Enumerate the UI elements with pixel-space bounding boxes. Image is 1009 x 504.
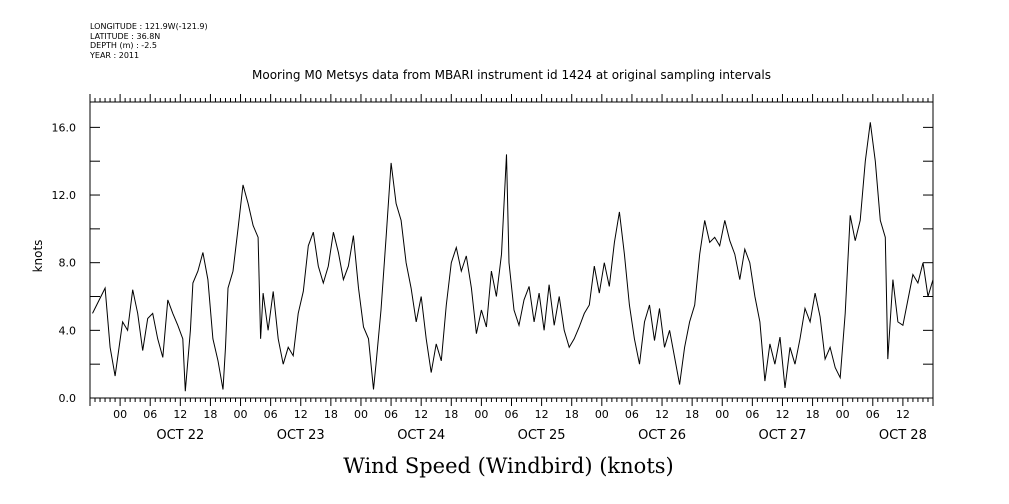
x-hour-label: 12 (414, 408, 428, 421)
x-hour-label: 12 (896, 408, 910, 421)
tick-labels: 0.0 4.0 8.0 12.0 16.0 00 06 12 18 00 06 12 18 00 06 12 1… (52, 121, 927, 443)
ticks (89, 94, 934, 406)
y-tick-label: 16.0 (52, 121, 77, 134)
metadata-block: LONGITUDE : 121.9W(-121.9) LATITUDE : 36… (90, 22, 208, 60)
x-day-label: OCT 22 (156, 428, 204, 443)
x-hour-label: 00 (234, 408, 248, 421)
y-tick-label: 8.0 (59, 257, 77, 270)
x-day-label: OCT 27 (758, 428, 806, 443)
x-hour-label: 18 (685, 408, 699, 421)
x-hour-label: 12 (173, 408, 187, 421)
x-hour-label: 12 (535, 408, 549, 421)
bottom-title: Wind Speed (Windbird) (knots) (343, 454, 674, 478)
y-axis-label: knots (31, 240, 45, 273)
x-hour-label: 00 (715, 408, 729, 421)
x-hour-label: 00 (595, 408, 609, 421)
x-day-label: OCT 26 (638, 428, 686, 443)
meta-depth: DEPTH (m) : -2.5 (90, 41, 157, 50)
chart-title: Mooring M0 Metsys data from MBARI instru… (252, 68, 771, 82)
x-hour-label: 06 (505, 408, 519, 421)
x-hour-label: 06 (264, 408, 278, 421)
meta-longitude: LONGITUDE : 121.9W(-121.9) (90, 22, 208, 31)
x-hour-label: 18 (565, 408, 579, 421)
x-hour-label: 12 (775, 408, 789, 421)
x-day-label: OCT 23 (277, 428, 325, 443)
x-hour-label: 18 (444, 408, 458, 421)
x-hour-label: 06 (745, 408, 759, 421)
x-hour-label: 18 (203, 408, 217, 421)
x-hour-label: 12 (655, 408, 669, 421)
x-hour-label: 00 (474, 408, 488, 421)
x-hour-label: 18 (806, 408, 820, 421)
y-tick-label: 12.0 (52, 189, 77, 202)
x-hour-label: 18 (324, 408, 338, 421)
y-tick-label: 0.0 (59, 392, 77, 405)
x-hour-label: 06 (866, 408, 880, 421)
x-hour-label: 06 (143, 408, 157, 421)
x-hour-label: 00 (113, 408, 127, 421)
x-hour-label: 06 (384, 408, 398, 421)
x-hour-label: 00 (836, 408, 850, 421)
x-hour-label: 00 (354, 408, 368, 421)
meta-latitude: LATITUDE : 36.8N (90, 31, 161, 41)
x-hour-label: 06 (625, 408, 639, 421)
meta-year: YEAR : 2011 (90, 50, 140, 60)
x-hour-label: 12 (294, 408, 308, 421)
x-day-label: OCT 24 (397, 428, 445, 443)
wind-speed-line (92, 122, 934, 392)
x-day-label: OCT 28 (879, 428, 927, 443)
x-day-label: OCT 25 (518, 428, 566, 443)
y-tick-label: 4.0 (59, 324, 77, 337)
